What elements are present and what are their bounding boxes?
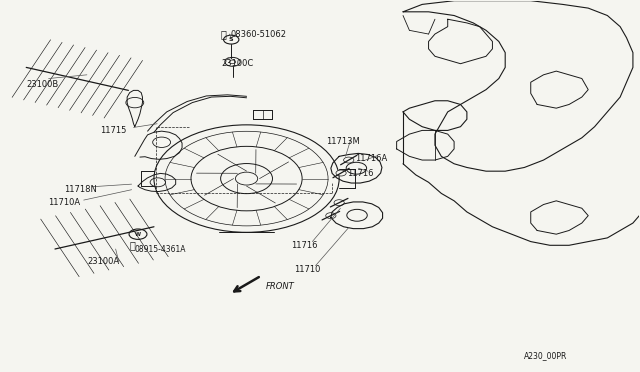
Circle shape [336, 170, 346, 176]
Text: 11710A: 11710A [49, 198, 81, 207]
Text: 11713M: 11713M [326, 137, 360, 146]
Text: Ⓦ: Ⓦ [130, 240, 136, 250]
Text: S: S [229, 37, 234, 42]
Text: Ⓢ: Ⓢ [221, 29, 227, 39]
Text: 23100A: 23100A [87, 257, 119, 266]
Circle shape [334, 200, 344, 206]
Text: A230_00PR: A230_00PR [524, 351, 568, 360]
Text: FRONT: FRONT [266, 282, 294, 291]
Text: 11716: 11716 [291, 241, 318, 250]
Text: 11710: 11710 [294, 265, 321, 274]
Text: 23100C: 23100C [221, 59, 253, 68]
Text: 08360-51062: 08360-51062 [230, 29, 287, 39]
Text: 08915-4361A: 08915-4361A [135, 244, 186, 253]
Text: 23100B: 23100B [26, 80, 58, 89]
Text: W: W [135, 232, 141, 237]
Circle shape [326, 213, 336, 219]
Text: 11716: 11716 [348, 169, 374, 177]
Text: 11716A: 11716A [355, 154, 387, 163]
Circle shape [344, 157, 354, 163]
Text: 11718N: 11718N [65, 185, 97, 194]
Text: 11715: 11715 [100, 126, 126, 135]
